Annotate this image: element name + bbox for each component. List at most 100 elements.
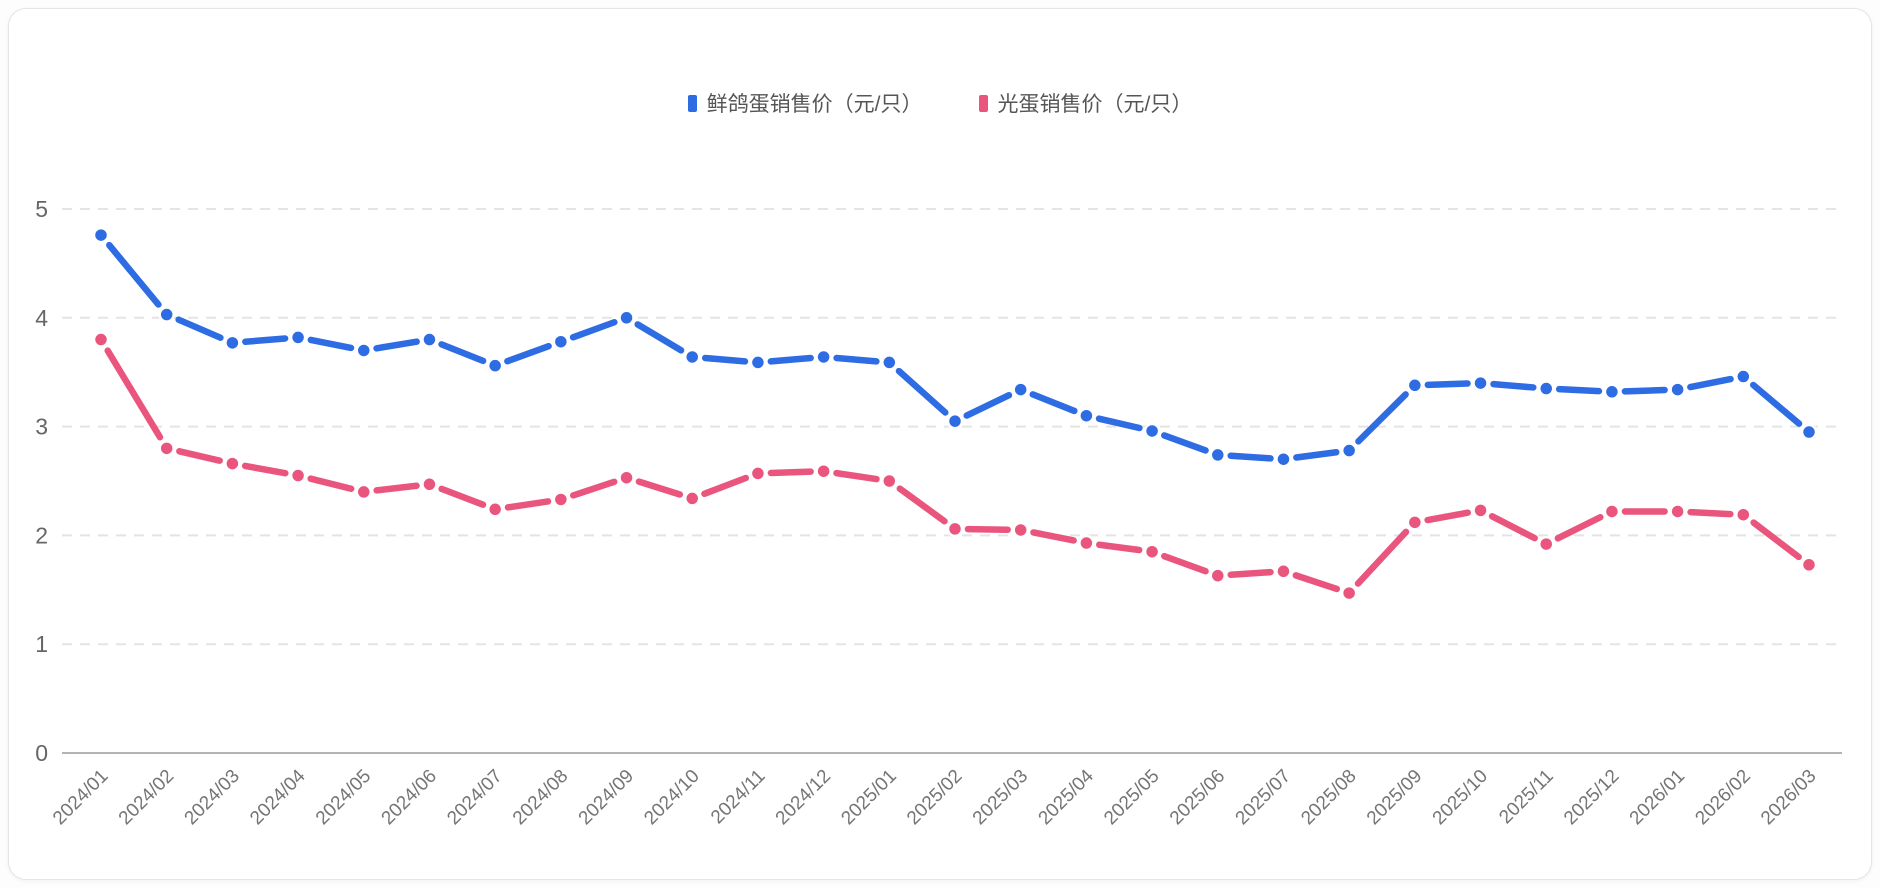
- data-point[interactable]: [355, 483, 373, 501]
- x-tick-label: 2025/07: [1232, 766, 1295, 829]
- data-point[interactable]: [1800, 423, 1818, 441]
- x-tick-label: 2026/01: [1626, 766, 1689, 829]
- x-tick-label: 2024/01: [49, 766, 112, 829]
- x-tick-label: 2024/11: [707, 766, 769, 828]
- x-tick-label: 2024/07: [443, 766, 506, 829]
- data-point[interactable]: [1143, 422, 1161, 440]
- data-point[interactable]: [1340, 442, 1358, 459]
- data-point[interactable]: [1669, 381, 1686, 398]
- x-tick-label: 2025/05: [1100, 766, 1163, 829]
- x-tick-label: 2024/10: [640, 766, 703, 829]
- x-tick-label: 2024/08: [509, 766, 572, 829]
- x-tick-label: 2024/02: [115, 766, 178, 829]
- x-tick-label: 2024/05: [312, 766, 375, 829]
- x-tick-label: 2025/06: [1166, 766, 1229, 829]
- data-point[interactable]: [158, 306, 175, 323]
- series-points-0: [92, 226, 1818, 468]
- data-point[interactable]: [92, 331, 110, 348]
- x-tick-label: 2025/10: [1429, 766, 1492, 829]
- data-point[interactable]: [486, 357, 504, 374]
- legend-marker-icon: [978, 94, 988, 112]
- x-tick-label: 2024/04: [246, 765, 310, 829]
- legend-marker-icon: [687, 94, 697, 112]
- x-tick-label: 2024/09: [575, 766, 638, 829]
- data-point[interactable]: [1472, 374, 1489, 392]
- data-point[interactable]: [815, 462, 832, 480]
- data-point[interactable]: [618, 469, 635, 486]
- data-point[interactable]: [1078, 534, 1095, 552]
- legend-item-clear-egg[interactable]: 光蛋销售价（元/只）: [978, 88, 1193, 118]
- x-tick-label: 2025/04: [1035, 765, 1099, 829]
- legend-label: 鲜鸽蛋销售价（元/只）: [706, 93, 923, 116]
- series-line-0: [106, 241, 1803, 462]
- x-tick-label: 2025/03: [969, 766, 1032, 829]
- x-tick-label: 2024/03: [181, 766, 244, 829]
- data-point[interactable]: [946, 520, 964, 538]
- data-point[interactable]: [815, 348, 832, 366]
- data-point[interactable]: [289, 329, 307, 346]
- y-tick-label: 2: [35, 522, 48, 548]
- data-point[interactable]: [1340, 584, 1358, 602]
- data-point[interactable]: [946, 412, 964, 430]
- data-point[interactable]: [1078, 407, 1095, 424]
- y-tick-label: 5: [35, 196, 48, 222]
- legend-label: 光蛋销售价（元/只）: [997, 93, 1193, 116]
- data-point[interactable]: [881, 354, 898, 371]
- x-tick-label: 2025/02: [903, 766, 966, 829]
- y-tick-label: 4: [35, 305, 48, 331]
- data-point[interactable]: [92, 226, 110, 244]
- data-point[interactable]: [881, 472, 898, 490]
- data-point[interactable]: [1275, 450, 1292, 468]
- data-point[interactable]: [1603, 503, 1621, 520]
- data-point[interactable]: [1209, 567, 1227, 584]
- data-point[interactable]: [1406, 377, 1424, 394]
- x-tick-label: 2026/03: [1757, 766, 1820, 829]
- data-point[interactable]: [618, 309, 635, 327]
- data-point[interactable]: [1012, 381, 1029, 398]
- series-line-1: [104, 347, 1802, 593]
- y-tick-label: 3: [35, 414, 48, 440]
- x-tick-label: 2025/12: [1560, 766, 1623, 829]
- data-point[interactable]: [1735, 368, 1752, 385]
- data-point[interactable]: [421, 331, 438, 348]
- data-point[interactable]: [1406, 514, 1424, 531]
- data-point[interactable]: [1275, 563, 1292, 580]
- data-point[interactable]: [1537, 535, 1555, 553]
- data-point[interactable]: [1143, 543, 1161, 560]
- data-point[interactable]: [355, 342, 373, 359]
- data-point[interactable]: [552, 333, 570, 350]
- x-tick-label: 2025/08: [1297, 766, 1360, 829]
- data-point[interactable]: [158, 440, 175, 457]
- series-points-1: [92, 331, 1818, 602]
- data-point[interactable]: [683, 490, 701, 507]
- x-axis-labels: 2024/01 2024/02 2024/03 2024/04 2024/05 2024/…: [49, 765, 1820, 829]
- data-point[interactable]: [224, 334, 241, 352]
- chart-card: [8, 8, 1872, 880]
- x-tick-label: 2025/01: [837, 766, 900, 829]
- data-point[interactable]: [683, 348, 701, 366]
- y-axis-labels: 0 1 2 3 4 5: [35, 196, 48, 766]
- legend: 鲜鸽蛋销售价（元/只） 光蛋销售价（元/只）: [0, 88, 1880, 118]
- data-point[interactable]: [749, 354, 767, 371]
- data-point[interactable]: [1012, 521, 1029, 539]
- data-point[interactable]: [1472, 502, 1489, 519]
- data-point[interactable]: [486, 501, 504, 518]
- data-point[interactable]: [1209, 446, 1227, 464]
- data-point[interactable]: [1603, 383, 1621, 401]
- legend-item-fresh-pigeon-egg[interactable]: 鲜鸽蛋销售价（元/只）: [687, 88, 923, 118]
- data-point[interactable]: [1669, 503, 1686, 520]
- data-point[interactable]: [1800, 556, 1818, 574]
- x-tick-label: 2024/12: [772, 766, 835, 829]
- x-tick-label: 2024/06: [378, 766, 441, 829]
- y-tick-label: 0: [35, 740, 48, 766]
- data-point[interactable]: [289, 467, 307, 484]
- data-point[interactable]: [1735, 506, 1752, 523]
- x-tick-label: 2025/11: [1495, 766, 1557, 828]
- data-point[interactable]: [224, 455, 241, 472]
- data-point[interactable]: [749, 465, 767, 482]
- data-point[interactable]: [552, 491, 570, 508]
- data-point[interactable]: [1537, 380, 1555, 397]
- data-point[interactable]: [421, 476, 438, 493]
